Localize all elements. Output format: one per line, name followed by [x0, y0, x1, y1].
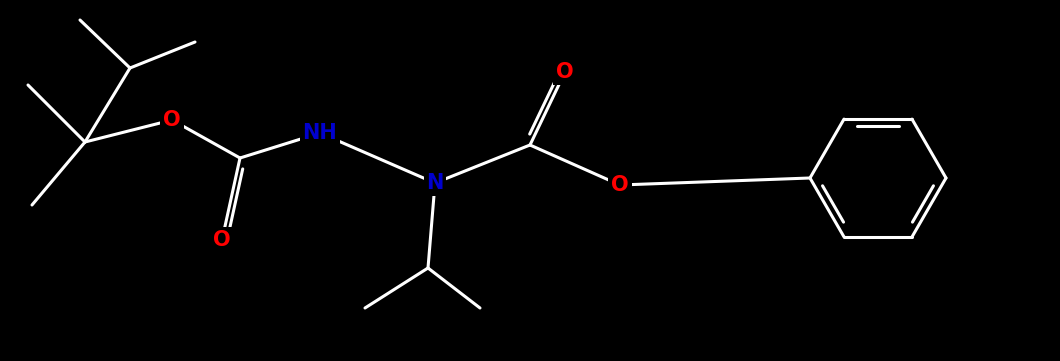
Text: N: N	[426, 173, 444, 193]
Text: O: O	[213, 230, 231, 250]
Text: NH: NH	[302, 123, 337, 143]
Text: O: O	[556, 62, 573, 82]
Text: O: O	[612, 175, 629, 195]
Text: O: O	[163, 110, 181, 130]
